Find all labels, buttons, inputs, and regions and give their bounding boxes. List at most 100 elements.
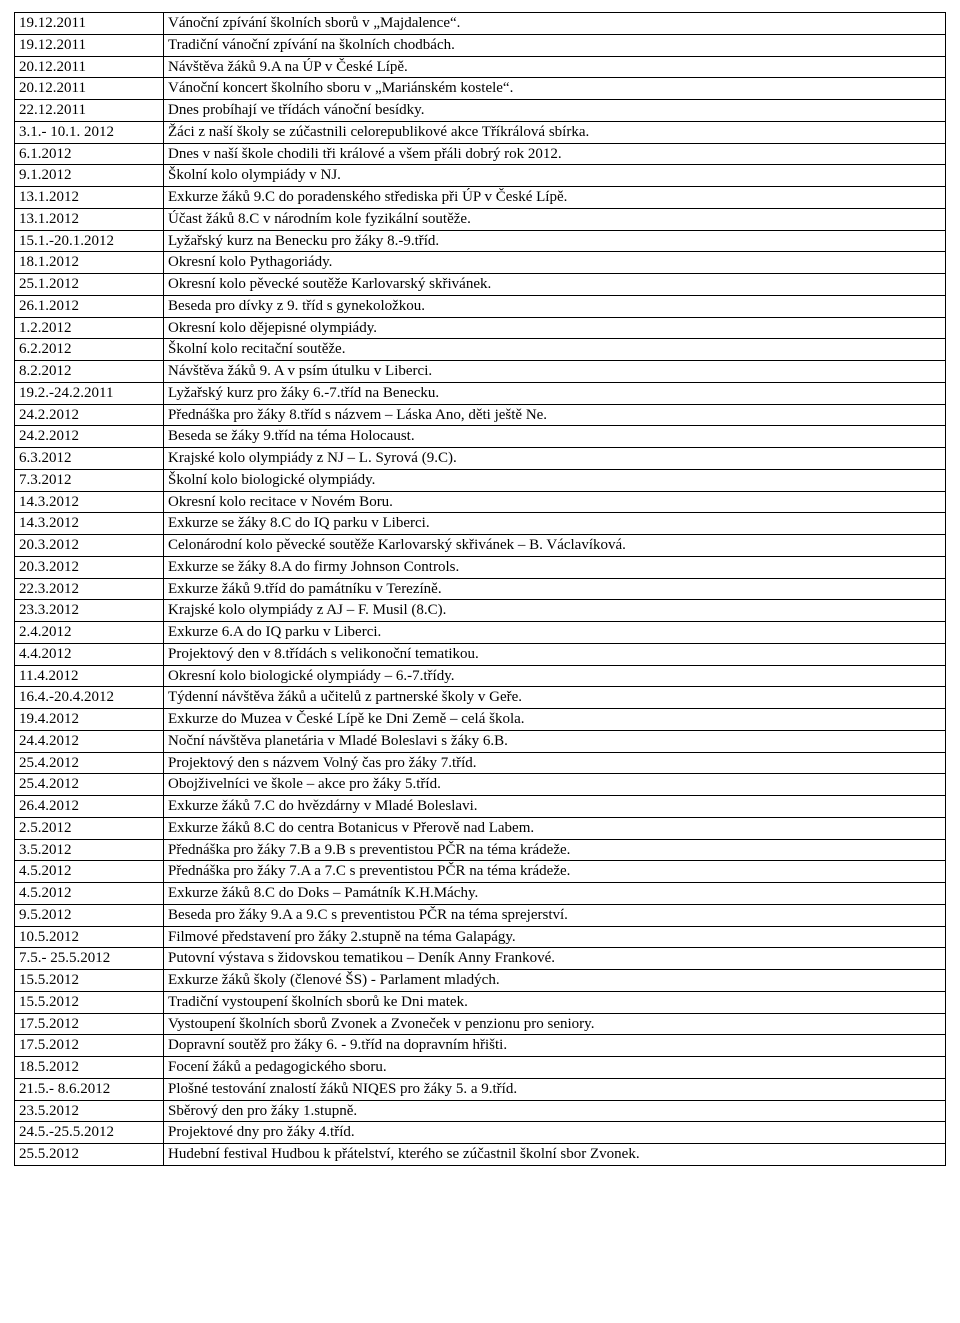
date-cell: 10.5.2012 xyxy=(15,926,164,948)
event-cell: Hudební festival Hudbou k přátelství, kt… xyxy=(164,1144,946,1166)
date-cell: 26.4.2012 xyxy=(15,796,164,818)
table-row: 25.1.2012Okresní kolo pěvecké soutěže Ka… xyxy=(15,274,946,296)
event-cell: Exkurze žáků 9.C do poradenského středis… xyxy=(164,187,946,209)
date-cell: 21.5.- 8.6.2012 xyxy=(15,1078,164,1100)
event-cell: Návštěva žáků 9.A na ÚP v České Lípě. xyxy=(164,56,946,78)
event-cell: Přednáška pro žáky 7.B a 9.B s preventis… xyxy=(164,839,946,861)
event-cell: Návštěva žáků 9. A v psím útulku v Liber… xyxy=(164,361,946,383)
table-row: 19.12.2011Tradiční vánoční zpívání na šk… xyxy=(15,34,946,56)
date-cell: 22.3.2012 xyxy=(15,578,164,600)
event-cell: Vánoční zpívání školních sborů v „Majdal… xyxy=(164,13,946,35)
date-cell: 9.5.2012 xyxy=(15,904,164,926)
table-row: 15.5.2012Exkurze žáků školy (členové ŠS)… xyxy=(15,970,946,992)
table-row: 14.3.2012Okresní kolo recitace v Novém B… xyxy=(15,491,946,513)
date-cell: 19.4.2012 xyxy=(15,709,164,731)
table-row: 13.1.2012Exkurze žáků 9.C do poradenskéh… xyxy=(15,187,946,209)
table-row: 18.5.2012Focení žáků a pedagogického sbo… xyxy=(15,1057,946,1079)
table-row: 25.5.2012Hudební festival Hudbou k přáte… xyxy=(15,1144,946,1166)
date-cell: 24.2.2012 xyxy=(15,426,164,448)
event-cell: Filmové představení pro žáky 2.stupně na… xyxy=(164,926,946,948)
date-cell: 6.2.2012 xyxy=(15,339,164,361)
table-row: 25.4.2012Projektový den s názvem Volný č… xyxy=(15,752,946,774)
event-cell: Tradiční vystoupení školních sborů ke Dn… xyxy=(164,991,946,1013)
table-row: 11.4.2012Okresní kolo biologické olympiá… xyxy=(15,665,946,687)
event-cell: Beseda pro žáky 9.A a 9.C s preventistou… xyxy=(164,904,946,926)
event-cell: Projektový den v 8.třídách s velikonoční… xyxy=(164,643,946,665)
date-cell: 18.5.2012 xyxy=(15,1057,164,1079)
table-row: 13.1.2012Účast žáků 8.C v národním kole … xyxy=(15,208,946,230)
date-cell: 25.4.2012 xyxy=(15,774,164,796)
table-row: 8.2.2012Návštěva žáků 9. A v psím útulku… xyxy=(15,361,946,383)
event-cell: Focení žáků a pedagogického sboru. xyxy=(164,1057,946,1079)
date-cell: 11.4.2012 xyxy=(15,665,164,687)
event-cell: Účast žáků 8.C v národním kole fyzikální… xyxy=(164,208,946,230)
date-cell: 22.12.2011 xyxy=(15,100,164,122)
event-cell: Exkurze žáků 8.C do Doks – Památník K.H.… xyxy=(164,883,946,905)
event-cell: Tradiční vánoční zpívání na školních cho… xyxy=(164,34,946,56)
table-row: 20.12.2011Návštěva žáků 9.A na ÚP v Česk… xyxy=(15,56,946,78)
table-row: 23.5.2012Sběrový den pro žáky 1.stupně. xyxy=(15,1100,946,1122)
table-row: 9.1.2012Školní kolo olympiády v NJ. xyxy=(15,165,946,187)
table-row: 2.5.2012Exkurze žáků 8.C do centra Botan… xyxy=(15,817,946,839)
event-cell: Beseda se žáky 9.tříd na téma Holocaust. xyxy=(164,426,946,448)
event-cell: Školní kolo biologické olympiády. xyxy=(164,469,946,491)
event-cell: Krajské kolo olympiády z AJ – F. Musil (… xyxy=(164,600,946,622)
date-cell: 3.1.- 10.1. 2012 xyxy=(15,121,164,143)
table-row: 17.5.2012Dopravní soutěž pro žáky 6. - 9… xyxy=(15,1035,946,1057)
table-row: 26.4.2012Exkurze žáků 7.C do hvězdárny v… xyxy=(15,796,946,818)
table-row: 19.12.2011Vánoční zpívání školních sborů… xyxy=(15,13,946,35)
date-cell: 20.3.2012 xyxy=(15,556,164,578)
event-cell: Exkurze do Muzea v České Lípě ke Dni Zem… xyxy=(164,709,946,731)
date-cell: 6.3.2012 xyxy=(15,448,164,470)
date-cell: 26.1.2012 xyxy=(15,295,164,317)
date-cell: 23.3.2012 xyxy=(15,600,164,622)
date-cell: 24.4.2012 xyxy=(15,730,164,752)
table-row: 26.1.2012Beseda pro dívky z 9. tříd s gy… xyxy=(15,295,946,317)
table-row: 9.5.2012Beseda pro žáky 9.A a 9.C s prev… xyxy=(15,904,946,926)
table-row: 24.2.2012Přednáška pro žáky 8.tříd s náz… xyxy=(15,404,946,426)
date-cell: 25.1.2012 xyxy=(15,274,164,296)
event-cell: Okresní kolo recitace v Novém Boru. xyxy=(164,491,946,513)
date-cell: 2.4.2012 xyxy=(15,622,164,644)
date-cell: 15.5.2012 xyxy=(15,970,164,992)
table-row: 3.5.2012Přednáška pro žáky 7.B a 9.B s p… xyxy=(15,839,946,861)
table-row: 22.12.2011Dnes probíhají ve třídách váno… xyxy=(15,100,946,122)
date-cell: 24.2.2012 xyxy=(15,404,164,426)
table-row: 7.5.- 25.5.2012Putovní výstava s židovsk… xyxy=(15,948,946,970)
date-cell: 3.5.2012 xyxy=(15,839,164,861)
table-row: 17.5.2012Vystoupení školních sborů Zvone… xyxy=(15,1013,946,1035)
event-cell: Krajské kolo olympiády z NJ – L. Syrová … xyxy=(164,448,946,470)
event-cell: Školní kolo recitační soutěže. xyxy=(164,339,946,361)
date-cell: 15.5.2012 xyxy=(15,991,164,1013)
table-row: 19.2.-24.2.2011Lyžařský kurz pro žáky 6.… xyxy=(15,382,946,404)
table-row: 15.1.-20.1.2012Lyžařský kurz na Benecku … xyxy=(15,230,946,252)
table-row: 1.2.2012Okresní kolo dějepisné olympiády… xyxy=(15,317,946,339)
event-cell: Týdenní návštěva žáků a učitelů z partne… xyxy=(164,687,946,709)
date-cell: 14.3.2012 xyxy=(15,513,164,535)
date-cell: 20.12.2011 xyxy=(15,56,164,78)
table-row: 18.1.2012Okresní kolo Pythagoriády. xyxy=(15,252,946,274)
date-cell: 17.5.2012 xyxy=(15,1035,164,1057)
event-cell: Projektový den s názvem Volný čas pro žá… xyxy=(164,752,946,774)
event-cell: Exkurze žáků 9.tříd do památníku v Terez… xyxy=(164,578,946,600)
table-row: 6.1.2012Dnes v naší škole chodili tři kr… xyxy=(15,143,946,165)
table-row: 22.3.2012Exkurze žáků 9.tříd do památník… xyxy=(15,578,946,600)
event-cell: Exkurze žáků 8.C do centra Botanicus v P… xyxy=(164,817,946,839)
table-row: 21.5.- 8.6.2012Plošné testování znalostí… xyxy=(15,1078,946,1100)
table-row: 23.3.2012Krajské kolo olympiády z AJ – F… xyxy=(15,600,946,622)
date-cell: 8.2.2012 xyxy=(15,361,164,383)
event-cell: Lyžařský kurz pro žáky 6.-7.tříd na Bene… xyxy=(164,382,946,404)
event-cell: Vystoupení školních sborů Zvonek a Zvone… xyxy=(164,1013,946,1035)
table-row: 19.4.2012Exkurze do Muzea v České Lípě k… xyxy=(15,709,946,731)
table-row: 4.5.2012Přednáška pro žáky 7.A a 7.C s p… xyxy=(15,861,946,883)
event-cell: Plošné testování znalostí žáků NIQES pro… xyxy=(164,1078,946,1100)
event-cell: Exkurze žáků 7.C do hvězdárny v Mladé Bo… xyxy=(164,796,946,818)
table-row: 15.5.2012Tradiční vystoupení školních sb… xyxy=(15,991,946,1013)
date-cell: 18.1.2012 xyxy=(15,252,164,274)
date-cell: 4.5.2012 xyxy=(15,861,164,883)
date-cell: 25.4.2012 xyxy=(15,752,164,774)
event-cell: Beseda pro dívky z 9. tříd s gynekoložko… xyxy=(164,295,946,317)
table-row: 14.3.2012Exkurze se žáky 8.C do IQ parku… xyxy=(15,513,946,535)
date-cell: 4.5.2012 xyxy=(15,883,164,905)
table-row: 20.3.2012Exkurze se žáky 8.A do firmy Jo… xyxy=(15,556,946,578)
